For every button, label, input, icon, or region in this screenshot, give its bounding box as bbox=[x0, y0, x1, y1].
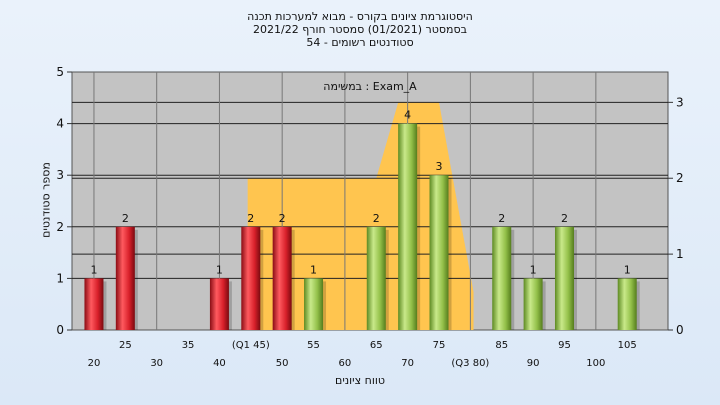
y-tick-label: 3 bbox=[56, 168, 64, 182]
histogram-bar bbox=[116, 227, 135, 330]
x-tick-label: 20 bbox=[88, 358, 101, 369]
histogram-bar bbox=[241, 227, 260, 330]
x-tick-label: 85 bbox=[495, 340, 508, 351]
histogram-bar bbox=[555, 227, 574, 330]
assignment-annotation: במשימה : Exam_A bbox=[323, 80, 417, 93]
y2-tick-label: 3 bbox=[676, 95, 684, 109]
x-tick-label: (Q1 45) bbox=[232, 340, 270, 351]
y2-tick-label: 0 bbox=[676, 323, 684, 337]
x-tick-label: (Q3 80) bbox=[451, 358, 489, 369]
histogram-bar bbox=[430, 175, 449, 330]
x-tick-label: 65 bbox=[370, 340, 383, 351]
bar-value-label: 3 bbox=[436, 160, 443, 173]
x-tick-label: 40 bbox=[213, 358, 226, 369]
x-tick-label: 90 bbox=[527, 358, 540, 369]
bar-value-label: 1 bbox=[530, 263, 537, 276]
bar-value-label: 1 bbox=[624, 263, 631, 276]
histogram-bar bbox=[398, 124, 417, 330]
bar-value-label: 1 bbox=[310, 263, 317, 276]
histogram-bar bbox=[367, 227, 386, 330]
x-tick-label: 95 bbox=[558, 340, 571, 351]
histogram-bar bbox=[492, 227, 511, 330]
y-tick-label: 0 bbox=[56, 323, 64, 337]
x-tick-label: 105 bbox=[618, 340, 637, 351]
y2-tick-label: 2 bbox=[676, 171, 684, 185]
y2-tick-label: 1 bbox=[676, 247, 684, 261]
x-tick-label: 60 bbox=[339, 358, 352, 369]
histogram-bar bbox=[210, 278, 229, 330]
x-tick-label: 100 bbox=[586, 358, 605, 369]
x-tick-label: 50 bbox=[276, 358, 289, 369]
histogram-bar bbox=[304, 278, 323, 330]
y-tick-label: 5 bbox=[56, 65, 64, 79]
histogram-bar bbox=[524, 278, 543, 330]
x-axis-label: טווח ציונים bbox=[0, 374, 720, 387]
x-tick-label: 70 bbox=[401, 358, 414, 369]
bar-value-label: 2 bbox=[247, 212, 254, 225]
y-tick-label: 2 bbox=[56, 220, 64, 234]
histogram-bar bbox=[84, 278, 103, 330]
bar-value-label: 2 bbox=[498, 212, 505, 225]
x-tick-label: 30 bbox=[150, 358, 163, 369]
bar-value-label: 2 bbox=[122, 212, 129, 225]
bar-value-label: 2 bbox=[561, 212, 568, 225]
x-tick-label: 25 bbox=[119, 340, 132, 351]
x-tick-label: 75 bbox=[433, 340, 446, 351]
y-tick-label: 4 bbox=[56, 117, 64, 131]
bar-value-label: 1 bbox=[216, 263, 223, 276]
bar-value-label: 2 bbox=[279, 212, 286, 225]
bar-value-label: 1 bbox=[90, 263, 97, 276]
y-axis-label: מספר סטודנטים bbox=[39, 162, 52, 238]
y-tick-label: 1 bbox=[56, 271, 64, 285]
histogram-bar bbox=[618, 278, 637, 330]
x-tick-label: 55 bbox=[307, 340, 320, 351]
bar-value-label: 4 bbox=[404, 109, 411, 122]
histogram-bar bbox=[273, 227, 292, 330]
x-tick-label: 35 bbox=[182, 340, 195, 351]
bar-value-label: 2 bbox=[373, 212, 380, 225]
